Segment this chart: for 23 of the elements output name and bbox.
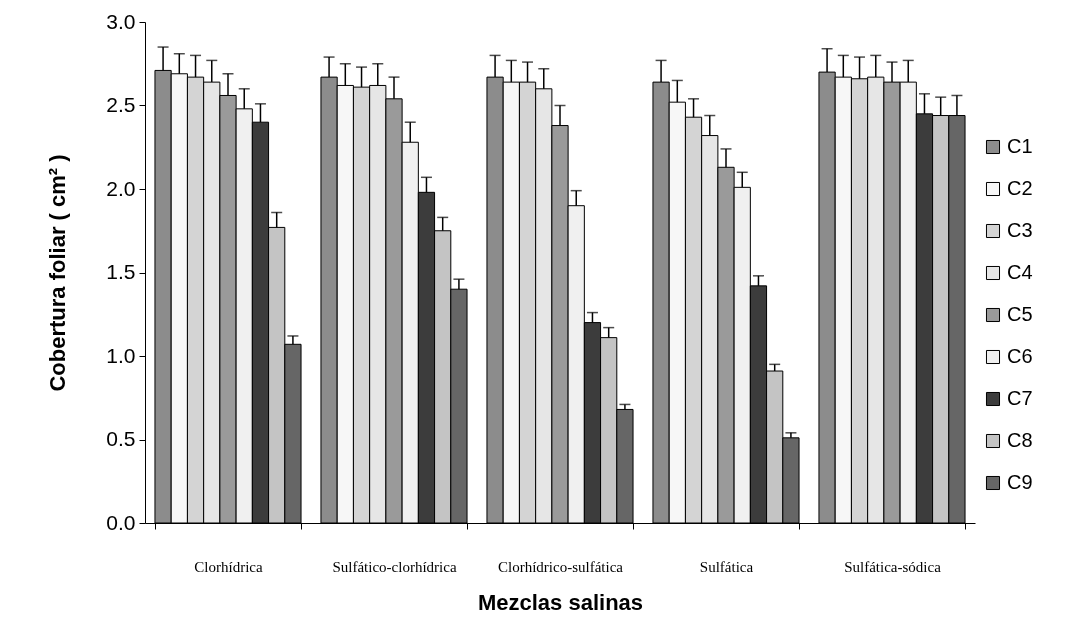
y-tick-label: 0.5 xyxy=(106,427,136,450)
y-tick-label: 1.5 xyxy=(106,260,136,283)
legend-label: C3 xyxy=(1007,219,1033,241)
x-tick-label: Sulfático-clorhídrica xyxy=(332,558,457,575)
x-axis-title: Mezclas salinas xyxy=(477,589,644,615)
legend-label: C6 xyxy=(1007,345,1033,367)
y-tick-label: 1.0 xyxy=(106,343,136,367)
legend-label: C5 xyxy=(1007,303,1033,325)
x-tick-label: Clorhídrico-sulfática xyxy=(498,558,624,575)
legend-label: C2 xyxy=(1007,177,1033,199)
legend-label: C7 xyxy=(1007,387,1033,409)
x-tick-label: Clorhídrica xyxy=(194,558,263,575)
x-tick-label: Sulfática xyxy=(699,558,754,575)
legend-label: C4 xyxy=(1007,261,1033,283)
y-tick-label: 0.0 xyxy=(106,510,136,534)
y-tick-label: 2.5 xyxy=(106,93,136,116)
legend-label: C8 xyxy=(1007,429,1033,451)
legend-label: C9 xyxy=(1007,471,1033,493)
y-tick-label: 2.0 xyxy=(106,176,136,200)
y-tick-label: 3.0 xyxy=(106,9,136,33)
legend-label: C1 xyxy=(1007,135,1033,157)
x-tick-label: Sulfática-sódica xyxy=(844,558,942,575)
y-axis-title: Cobertura foliar ( cm² ) xyxy=(45,154,71,392)
